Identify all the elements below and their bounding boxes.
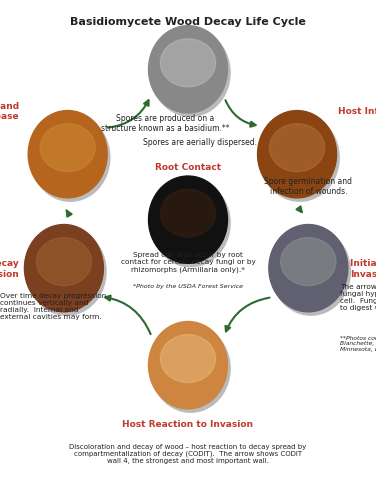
FancyArrowPatch shape [105,296,151,334]
Text: Discoloration and decay of wood – host reaction to decay spread by
compartmental: Discoloration and decay of wood – host r… [70,443,306,463]
Text: Spores are aerially dispersed.: Spores are aerially dispersed. [143,138,257,147]
Text: Initial Wood
Invasion: Initial Wood Invasion [350,259,376,278]
Text: The arrow shows a
fungal hyphae within a
cell.  Fungi use enzymes
to digest wood: The arrow shows a fungal hyphae within a… [340,283,376,310]
FancyArrowPatch shape [226,298,270,332]
Text: Basidiomycete Wood Decay Life Cycle: Basidiomycete Wood Decay Life Cycle [70,17,306,27]
Text: Spores are produced on a
structure known as a basidium.**: Spores are produced on a structure known… [101,114,230,133]
Ellipse shape [160,40,216,88]
Ellipse shape [269,124,325,172]
Ellipse shape [269,225,348,312]
Ellipse shape [280,238,336,286]
Text: **Photos courtesy of Dr. Bob
Blanchette, University of
Minnesota, with permissio: **Photos courtesy of Dr. Bob Blanchette,… [340,335,376,351]
Text: Host Infection: Host Infection [338,107,376,116]
FancyArrowPatch shape [297,207,302,213]
Text: Host Reaction to Invasion: Host Reaction to Invasion [123,419,253,428]
Text: Over time decay progression
continues vertically and
radially.  Internal and
ext: Over time decay progression continues ve… [0,293,106,320]
Ellipse shape [149,27,227,114]
FancyArrowPatch shape [67,211,71,217]
Ellipse shape [271,228,350,316]
Ellipse shape [27,228,106,316]
Text: Fruiting and
Spore Release: Fruiting and Spore Release [0,102,19,121]
Ellipse shape [31,115,110,202]
Ellipse shape [160,190,216,238]
Ellipse shape [24,225,103,312]
Ellipse shape [151,180,230,267]
Text: Root Contact: Root Contact [155,163,221,172]
FancyArrowPatch shape [226,101,256,127]
Ellipse shape [28,111,107,198]
Ellipse shape [149,177,227,264]
Ellipse shape [151,325,230,412]
Text: Spore germination and
infection of wounds.: Spore germination and infection of wound… [264,177,352,196]
Text: *Photo by the USDA Forest Service: *Photo by the USDA Forest Service [133,283,243,288]
Ellipse shape [260,115,339,202]
Ellipse shape [258,111,337,198]
Ellipse shape [40,124,95,172]
Ellipse shape [151,30,230,117]
Ellipse shape [36,238,92,286]
Ellipse shape [160,335,216,383]
FancyArrowPatch shape [108,101,149,128]
Text: Decay
Progression: Decay Progression [0,259,19,278]
Text: Spread can also occur by root
contact for certain decay fungi or by
rhizomorphs : Spread can also occur by root contact fo… [121,252,255,272]
Ellipse shape [149,322,227,409]
